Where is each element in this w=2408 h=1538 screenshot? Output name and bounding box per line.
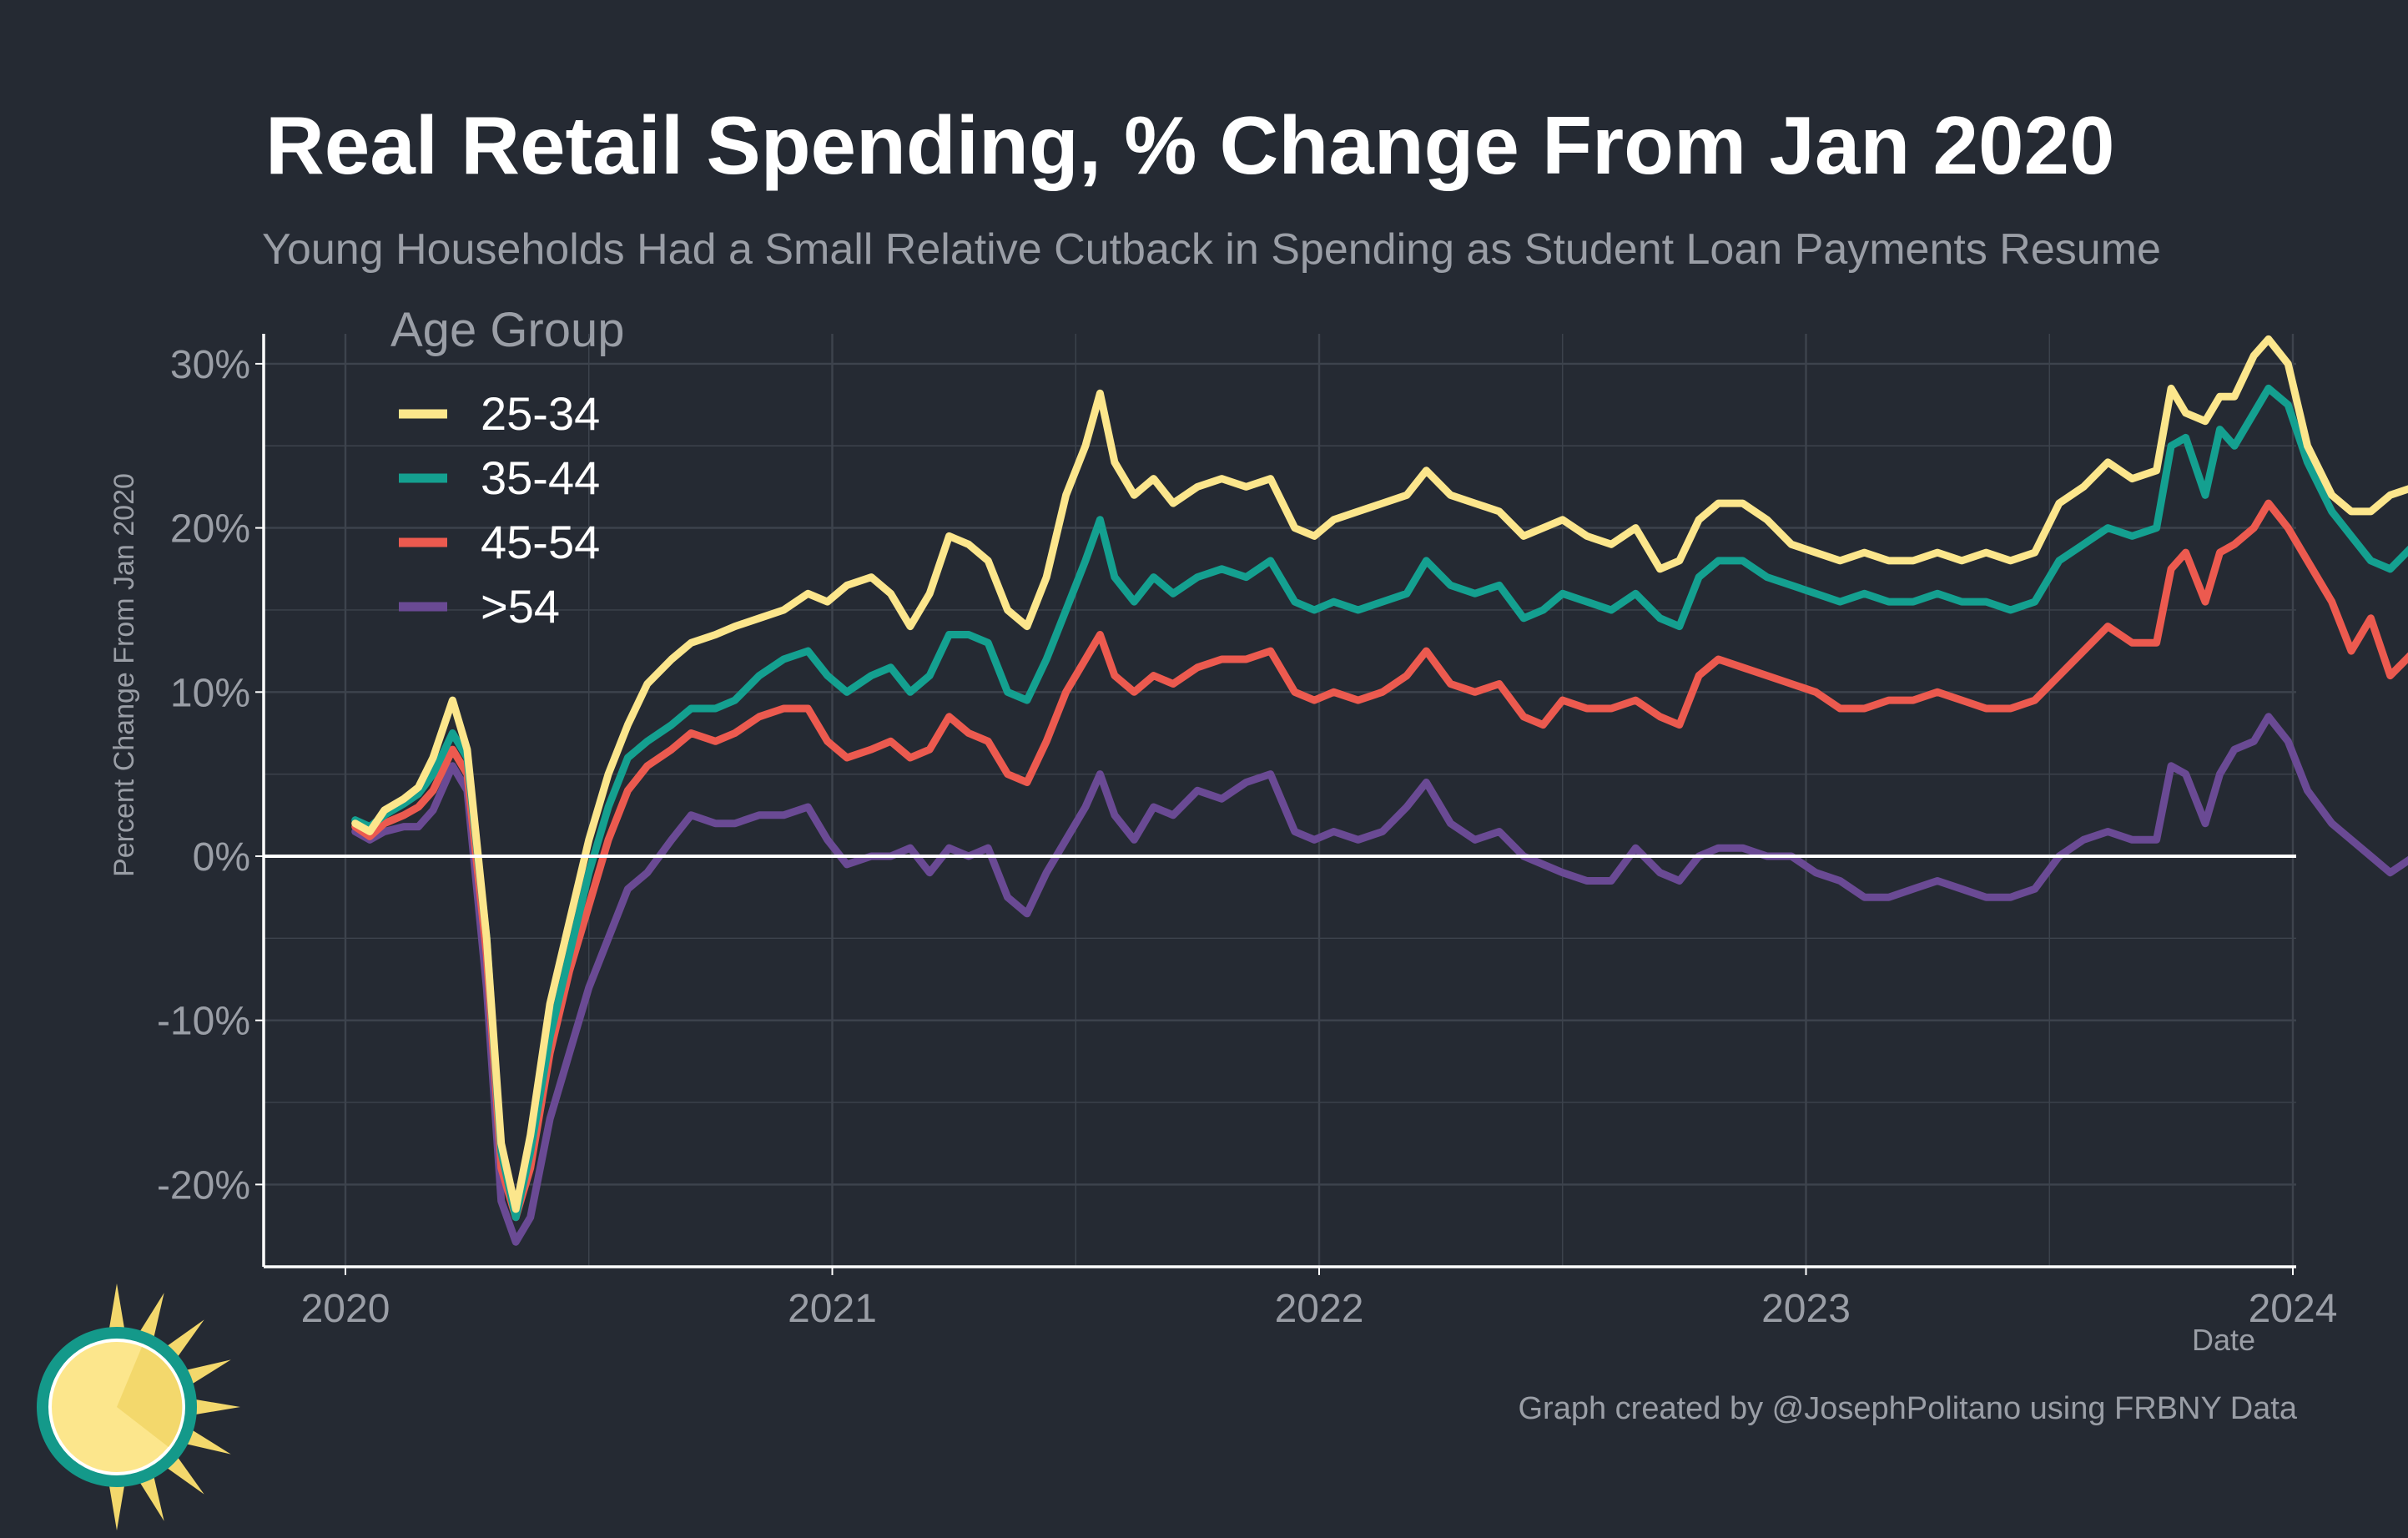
x-tick-label: 2024 xyxy=(2249,1287,2338,1331)
grid-layer xyxy=(264,334,2296,1268)
sun-logo-icon xyxy=(37,1283,240,1530)
axes: -20% -10% 0% 10% 20% 30% 2020 2021 2022 2023 2024 xyxy=(157,334,2337,1331)
y-tick-label: 0% xyxy=(193,835,250,880)
y-tick-label: -20% xyxy=(157,1163,250,1208)
logo-sun-shade xyxy=(117,1347,183,1447)
sun-ray xyxy=(108,1476,126,1530)
x-tick-label: 2021 xyxy=(788,1287,877,1331)
x-axis-title: Date xyxy=(2192,1323,2255,1357)
legend-label: 35-44 xyxy=(481,451,600,504)
y-axis-title: Percent Change From Jan 2020 xyxy=(108,473,140,877)
x-tick-label: 2023 xyxy=(1761,1287,1851,1331)
y-tick-label: 10% xyxy=(170,671,250,715)
sun-ray xyxy=(186,1398,240,1416)
sun-ray xyxy=(108,1283,126,1338)
series-line-2534 xyxy=(351,335,2408,1213)
y-tick-label: 30% xyxy=(170,343,250,387)
legend: Age Group 25-34 35-44 45-54 >54 xyxy=(390,303,625,633)
x-tick-label: 2022 xyxy=(1275,1287,1364,1331)
legend-title: Age Group xyxy=(390,303,625,357)
series-line-3544 xyxy=(351,384,2408,1222)
chart-subtitle: Young Households Had a Small Relative Cu… xyxy=(262,225,2161,274)
x-tick-label: 2020 xyxy=(301,1287,390,1331)
caption: Graph created by @JosephPolitano using F… xyxy=(1519,1391,2298,1426)
series-line-54 xyxy=(351,713,2408,1246)
series-lines xyxy=(351,335,2408,1246)
legend-label: >54 xyxy=(481,580,560,633)
legend-label: 45-54 xyxy=(481,516,600,568)
y-tick-label: -10% xyxy=(157,1000,250,1044)
y-tick-label: 20% xyxy=(170,507,250,552)
series-line-4554 xyxy=(351,499,2408,1222)
legend-label: 25-34 xyxy=(481,387,600,440)
chart-title: Real Retail Spending, % Change From Jan … xyxy=(265,99,2114,191)
